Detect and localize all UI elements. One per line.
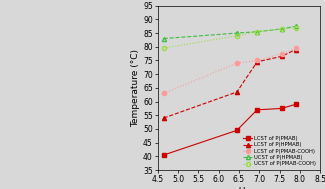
LCST of P(PMAB-COOH) <box>235 62 239 64</box>
Y-axis label: Temperature (°C): Temperature (°C) <box>131 49 140 127</box>
LCST of P(PMAB) <box>162 154 166 156</box>
Line: LCST of P(HPMAB): LCST of P(HPMAB) <box>162 47 298 120</box>
Line: UCST of P(PMAB-COOH): UCST of P(PMAB-COOH) <box>162 26 298 50</box>
Line: LCST of P(PMAB): LCST of P(PMAB) <box>162 102 298 157</box>
UCST of P(HPMAB) <box>255 31 259 33</box>
LCST of P(PMAB-COOH) <box>255 59 259 62</box>
UCST of P(PMAB-COOH) <box>294 26 298 29</box>
UCST of P(HPMAB) <box>294 25 298 27</box>
UCST of P(PMAB-COOH) <box>162 47 166 49</box>
Line: LCST of P(PMAB-COOH): LCST of P(PMAB-COOH) <box>162 46 298 95</box>
LCST of P(PMAB) <box>280 107 283 110</box>
LCST of P(HPMAB) <box>280 55 283 57</box>
LCST of P(PMAB-COOH) <box>294 47 298 49</box>
LCST of P(PMAB) <box>294 103 298 105</box>
UCST of P(HPMAB) <box>162 37 166 40</box>
X-axis label: pH: pH <box>233 187 245 189</box>
LCST of P(HPMAB) <box>235 91 239 93</box>
UCST of P(PMAB-COOH) <box>235 35 239 37</box>
LCST of P(PMAB) <box>235 129 239 132</box>
Legend: LCST of P(PMAB), LCST of P(HPMAB), LCST of P(PMAB-COOH), UCST of P(HPMAB), UCST : LCST of P(PMAB), LCST of P(HPMAB), LCST … <box>242 135 318 167</box>
LCST of P(HPMAB) <box>255 61 259 63</box>
UCST of P(HPMAB) <box>280 28 283 30</box>
LCST of P(PMAB) <box>255 109 259 111</box>
UCST of P(PMAB-COOH) <box>280 28 283 30</box>
LCST of P(PMAB-COOH) <box>280 53 283 55</box>
UCST of P(HPMAB) <box>235 32 239 34</box>
LCST of P(PMAB-COOH) <box>162 92 166 94</box>
UCST of P(PMAB-COOH) <box>255 31 259 33</box>
Line: UCST of P(HPMAB): UCST of P(HPMAB) <box>162 24 298 41</box>
LCST of P(HPMAB) <box>162 117 166 119</box>
LCST of P(HPMAB) <box>294 48 298 51</box>
